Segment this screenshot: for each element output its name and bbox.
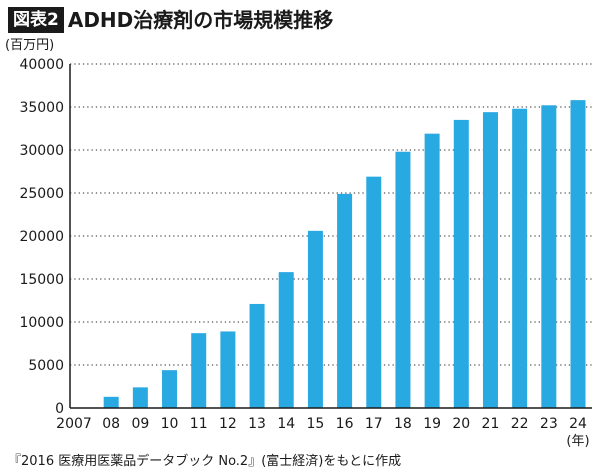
x-tick-label: 23 [540, 416, 558, 432]
x-tick-label: 22 [511, 416, 529, 432]
bar-13 [249, 303, 265, 408]
y-tick-labels: 0 5000 10000 15000 20000 25000 30000 35000 40000 [19, 57, 64, 417]
x-tick-label: 19 [423, 416, 441, 432]
x-tick-label: 15 [306, 416, 324, 432]
bar-10 [162, 370, 178, 408]
x-tick-label: 17 [365, 416, 383, 432]
source-note: 『2016 医療用医薬品データブック No.2』(富士経済)をもとに作成 [8, 454, 402, 469]
x-tick-label: 20 [452, 416, 470, 432]
bar-22 [512, 108, 528, 408]
x-tick-label: 09 [131, 416, 149, 432]
y-tick-label: 5000 [28, 358, 64, 374]
bar-23 [541, 105, 557, 408]
y-tick-label: 25000 [19, 186, 64, 202]
x-tick-label: 18 [394, 416, 412, 432]
bar-21 [482, 112, 498, 408]
bar-17 [366, 176, 382, 408]
x-tick-label: 21 [482, 416, 500, 432]
x-tick-label: 24 [569, 416, 587, 432]
chart-title: ADHD治療剤の市場規模推移 [67, 8, 334, 32]
x-tick-label: 10 [161, 416, 179, 432]
bar-08 [103, 396, 119, 408]
x-tick-label: 14 [277, 416, 295, 432]
bar-11 [191, 333, 207, 408]
bar-19 [424, 133, 440, 408]
bar-14 [278, 272, 294, 408]
bar-24 [570, 100, 586, 409]
y-axis-unit-label: (百万円) [5, 38, 54, 53]
y-tick-label: 35000 [19, 100, 64, 116]
y-tick-label: 40000 [19, 57, 64, 73]
x-tick-label: 08 [102, 416, 120, 432]
y-tick-label: 10000 [19, 315, 64, 331]
bar-20 [453, 119, 469, 409]
x-tick-label: 2007 [56, 416, 92, 432]
y-tick-label: 30000 [19, 143, 64, 159]
bar-09 [132, 387, 148, 408]
x-tick-label: 13 [248, 416, 266, 432]
bar-16 [337, 193, 353, 408]
y-tick-label: 15000 [19, 272, 64, 288]
y-tick-label: 20000 [19, 229, 64, 245]
bar-15 [307, 230, 323, 408]
x-tick-label: 12 [219, 416, 237, 432]
x-tick-label: 11 [190, 416, 208, 432]
chart-header: 図表2 ADHD治療剤の市場規模推移 [8, 6, 333, 34]
axes [69, 64, 592, 409]
y-tick-label: 0 [55, 401, 64, 417]
bars [103, 100, 586, 409]
figure-badge: 図表2 [8, 7, 64, 33]
bar-18 [395, 151, 411, 408]
x-axis-unit-label: (年) [566, 434, 589, 449]
grid-lines [70, 63, 592, 366]
bar-12 [220, 331, 236, 408]
x-tick-label: 16 [336, 416, 354, 432]
x-tick-labels: 2007 08 09 10 11 12 13 14 15 16 17 18 19 20 21 22 23 24 [56, 416, 587, 432]
